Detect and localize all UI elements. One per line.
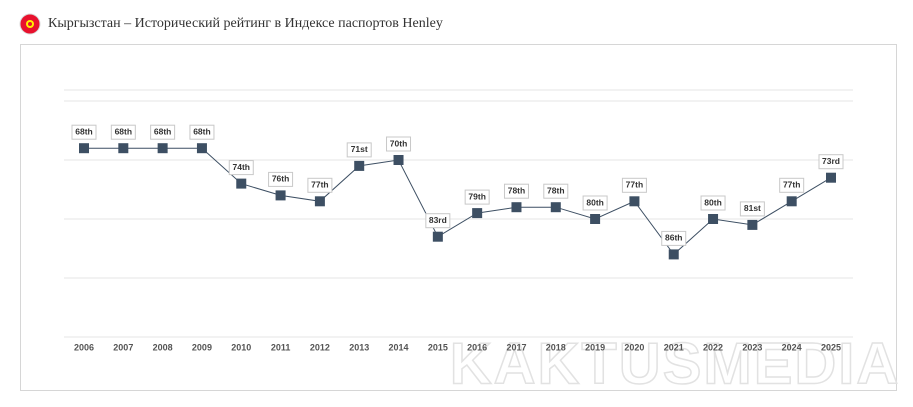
point-marker xyxy=(157,143,168,154)
x-tick-label: 2011 xyxy=(271,342,291,352)
value-label-box xyxy=(543,183,569,199)
x-tick-label: 2019 xyxy=(585,342,605,352)
value-label-box xyxy=(268,171,294,187)
x-tick-label: 2008 xyxy=(153,342,173,352)
point-marker xyxy=(393,155,404,165)
point-marker xyxy=(629,196,640,207)
point-marker xyxy=(236,178,247,189)
value-label: 68th xyxy=(75,126,92,136)
point-marker xyxy=(590,214,601,224)
value-label: 86th xyxy=(665,233,682,243)
value-label: 77th xyxy=(626,180,643,190)
value-label: 81st xyxy=(744,203,761,213)
x-tick-label: 2006 xyxy=(74,342,94,352)
value-label-box xyxy=(307,177,333,193)
point-marker xyxy=(354,160,365,171)
x-tick-label: 2022 xyxy=(703,342,723,352)
value-label: 68th xyxy=(115,126,132,136)
x-tick-label: 2010 xyxy=(231,342,251,352)
value-label: 79th xyxy=(468,191,485,201)
value-label: 80th xyxy=(586,197,603,207)
value-label-box xyxy=(621,177,647,193)
x-tick-label: 2025 xyxy=(821,342,841,352)
point-marker xyxy=(432,231,443,242)
value-label-box xyxy=(71,124,97,140)
value-label-box xyxy=(700,195,726,211)
x-tick-label: 2024 xyxy=(782,342,802,352)
x-tick-label: 2016 xyxy=(467,342,487,352)
point-marker xyxy=(79,143,89,154)
value-label: 68th xyxy=(154,126,171,136)
value-label-box xyxy=(661,230,687,246)
x-tick-label: 2017 xyxy=(506,342,526,352)
value-label-box xyxy=(503,183,529,199)
flag-icon xyxy=(19,13,41,35)
x-tick-label: 2013 xyxy=(349,342,369,352)
value-label: 83rd xyxy=(429,215,447,225)
value-label: 80th xyxy=(704,197,721,207)
x-tick-label: 2021 xyxy=(664,342,684,352)
value-label: 71st xyxy=(351,144,368,154)
point-marker xyxy=(708,214,719,224)
point-marker xyxy=(826,172,836,183)
value-label-box xyxy=(110,124,136,140)
value-label-box xyxy=(739,201,765,217)
point-marker xyxy=(550,202,561,213)
point-marker xyxy=(786,196,797,207)
x-tick-label: 2007 xyxy=(113,342,133,352)
point-marker xyxy=(314,196,325,207)
value-label: 73rd xyxy=(822,156,840,166)
value-label-box xyxy=(582,195,608,211)
x-tick-label: 2009 xyxy=(192,342,212,352)
point-marker xyxy=(472,208,483,219)
value-label-box xyxy=(228,160,254,176)
value-label-box xyxy=(189,124,215,140)
value-label: 77th xyxy=(783,180,800,190)
point-marker xyxy=(668,249,679,260)
value-label-box xyxy=(386,136,412,152)
value-label: 74th xyxy=(233,162,250,172)
series-line xyxy=(84,147,832,256)
value-label-box xyxy=(346,142,372,158)
x-tick-label: 2014 xyxy=(389,342,409,352)
value-label: 78th xyxy=(508,185,525,195)
value-label-box xyxy=(779,177,805,193)
x-tick-label: 2018 xyxy=(546,342,566,352)
chart-title: Кыргызстан – Исторический рейтинг в Инде… xyxy=(48,16,443,31)
value-label-box xyxy=(150,124,176,140)
x-tick-label: 2023 xyxy=(742,342,762,352)
point-marker xyxy=(275,190,286,201)
watermark: KAKTUSMEDIA xyxy=(450,331,901,396)
value-label-box xyxy=(818,154,844,170)
x-tick-label: 2020 xyxy=(624,342,644,352)
x-tick-label: 2015 xyxy=(428,342,448,352)
point-marker xyxy=(196,143,207,154)
value-label: 68th xyxy=(193,126,210,136)
point-marker xyxy=(118,143,129,154)
x-tick-label: 2012 xyxy=(310,342,330,352)
value-label: 70th xyxy=(390,138,407,148)
value-label-box xyxy=(464,189,490,205)
value-label: 77th xyxy=(311,180,328,190)
point-marker xyxy=(511,202,522,213)
point-marker xyxy=(747,219,758,230)
chart-frame xyxy=(20,44,897,391)
value-label-box xyxy=(425,213,451,229)
value-label: 78th xyxy=(547,185,564,195)
value-label: 76th xyxy=(272,174,289,184)
